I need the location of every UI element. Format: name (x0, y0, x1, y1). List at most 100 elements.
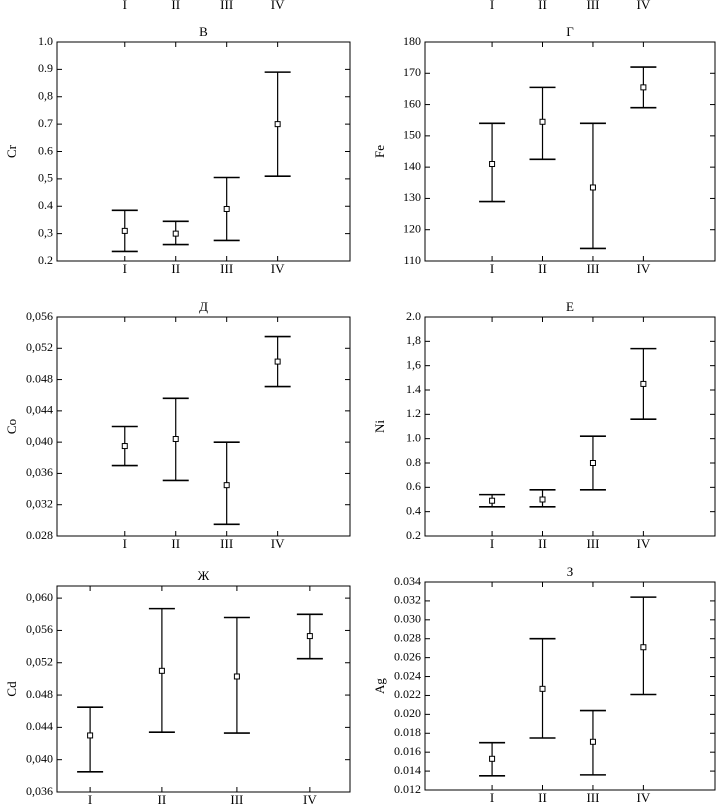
y-tick-label: 0.2 (38, 253, 53, 267)
y-tick-label: 0,056 (26, 622, 53, 636)
x-tick-label: I (123, 536, 127, 551)
y-tick-label: 0.6 (38, 143, 53, 157)
x-tick-label: I (123, 0, 127, 12)
plot-frame (56, 585, 351, 793)
y-tick-label: 0.014 (394, 763, 421, 777)
mean-marker (640, 84, 647, 91)
x-tick-label: II (158, 792, 167, 807)
x-tick-label: IV (637, 790, 651, 805)
y-tick-label: 0,056 (26, 309, 53, 323)
y-tick-label: 0.022 (394, 687, 421, 701)
mean-marker (589, 738, 596, 745)
y-tick-label: 0,044 (26, 403, 53, 417)
y-tick-label: 160 (403, 96, 421, 110)
y-tick-label: 1.0 (406, 430, 421, 444)
x-tick-label: II (171, 261, 180, 276)
y-tick-label: 0,032 (26, 496, 53, 510)
y-tick-label: 0.034 (394, 574, 421, 588)
mean-marker (274, 121, 281, 128)
panel-title: Д (199, 299, 208, 314)
mean-marker (489, 161, 496, 168)
x-tick-label: III (586, 790, 599, 805)
y-tick-label: 0.044 (26, 719, 53, 733)
plot-frame (424, 316, 716, 537)
y-tick-label: 0.016 (394, 744, 421, 758)
y-tick-label: 0,8 (38, 89, 53, 103)
panel-title: З (567, 564, 574, 579)
mean-marker (172, 436, 179, 443)
mean-marker (489, 497, 496, 504)
y-tick-label: 0.6 (406, 479, 421, 493)
x-tick-label: I (88, 792, 92, 807)
x-tick-label: IV (637, 536, 651, 551)
x-tick-label: III (586, 0, 599, 12)
mean-marker (172, 230, 179, 237)
y-tick-label: 0.028 (394, 630, 421, 644)
y-tick-label: 1.2 (406, 406, 421, 420)
x-tick-label: III (586, 536, 599, 551)
x-tick-label: IV (271, 536, 285, 551)
mean-marker (87, 732, 94, 739)
x-tick-label: I (490, 0, 494, 12)
panel-title: В (199, 24, 208, 39)
y-tick-label: 1.0 (38, 34, 53, 48)
x-tick-label: IV (303, 792, 317, 807)
plot-frame (56, 41, 351, 262)
y-tick-label: 0,040 (26, 751, 53, 765)
x-tick-label: IV (271, 0, 285, 12)
x-tick-label: III (586, 261, 599, 276)
y-axis-label: Co (4, 419, 19, 434)
y-tick-label: 0.048 (26, 371, 53, 385)
y-tick-label: 150 (403, 128, 421, 142)
y-tick-label: 0,060 (26, 590, 53, 604)
x-tick-label: II (538, 790, 547, 805)
y-tick-label: 0,052 (26, 654, 53, 668)
mean-marker (121, 227, 128, 234)
y-tick-label: 0,5 (38, 171, 53, 185)
y-tick-label: 0.018 (394, 725, 421, 739)
mean-marker (539, 685, 546, 692)
mean-marker (539, 496, 546, 503)
y-tick-label: 0.7 (38, 116, 53, 130)
mean-marker (640, 380, 647, 387)
mean-marker (233, 673, 240, 680)
mean-marker (489, 755, 496, 762)
y-tick-label: 0.4 (406, 503, 421, 517)
x-tick-label: II (538, 0, 547, 12)
x-tick-label: I (490, 261, 494, 276)
x-tick-label: IV (637, 261, 651, 276)
x-tick-label: III (220, 0, 233, 12)
x-tick-label: II (538, 261, 547, 276)
y-tick-label: 180 (403, 34, 421, 48)
y-tick-label: 140 (403, 159, 421, 173)
y-tick-label: 0.028 (26, 528, 53, 542)
panel-title: Ж (198, 568, 210, 583)
x-tick-label: I (123, 261, 127, 276)
mean-marker (640, 644, 647, 651)
x-tick-label: I (490, 790, 494, 805)
x-tick-label: III (230, 792, 243, 807)
mean-marker (589, 460, 596, 466)
mean-marker (223, 482, 230, 489)
plot-frame (424, 581, 716, 791)
y-tick-label: 130 (403, 190, 421, 204)
y-tick-label: 0.030 (394, 612, 421, 626)
y-tick-label: 0.4 (38, 198, 53, 212)
x-tick-label: II (171, 536, 180, 551)
y-tick-label: 0.048 (26, 687, 53, 701)
y-tick-label: 0,040 (26, 434, 53, 448)
x-tick-label: IV (271, 261, 285, 276)
mean-marker (306, 633, 313, 640)
y-tick-label: 0.9 (38, 61, 53, 75)
mean-marker (589, 184, 596, 191)
y-tick-label: 0.8 (406, 455, 421, 469)
y-tick-label: 0.024 (394, 668, 421, 682)
mean-marker (158, 667, 165, 674)
panel-title: Г (566, 24, 574, 39)
plot-frame (56, 316, 351, 537)
mean-marker (223, 205, 230, 212)
y-tick-label: 0,052 (26, 340, 53, 354)
y-axis-label: Cr (4, 144, 19, 158)
x-tick-label: II (538, 536, 547, 551)
y-tick-label: 0.032 (394, 593, 421, 607)
